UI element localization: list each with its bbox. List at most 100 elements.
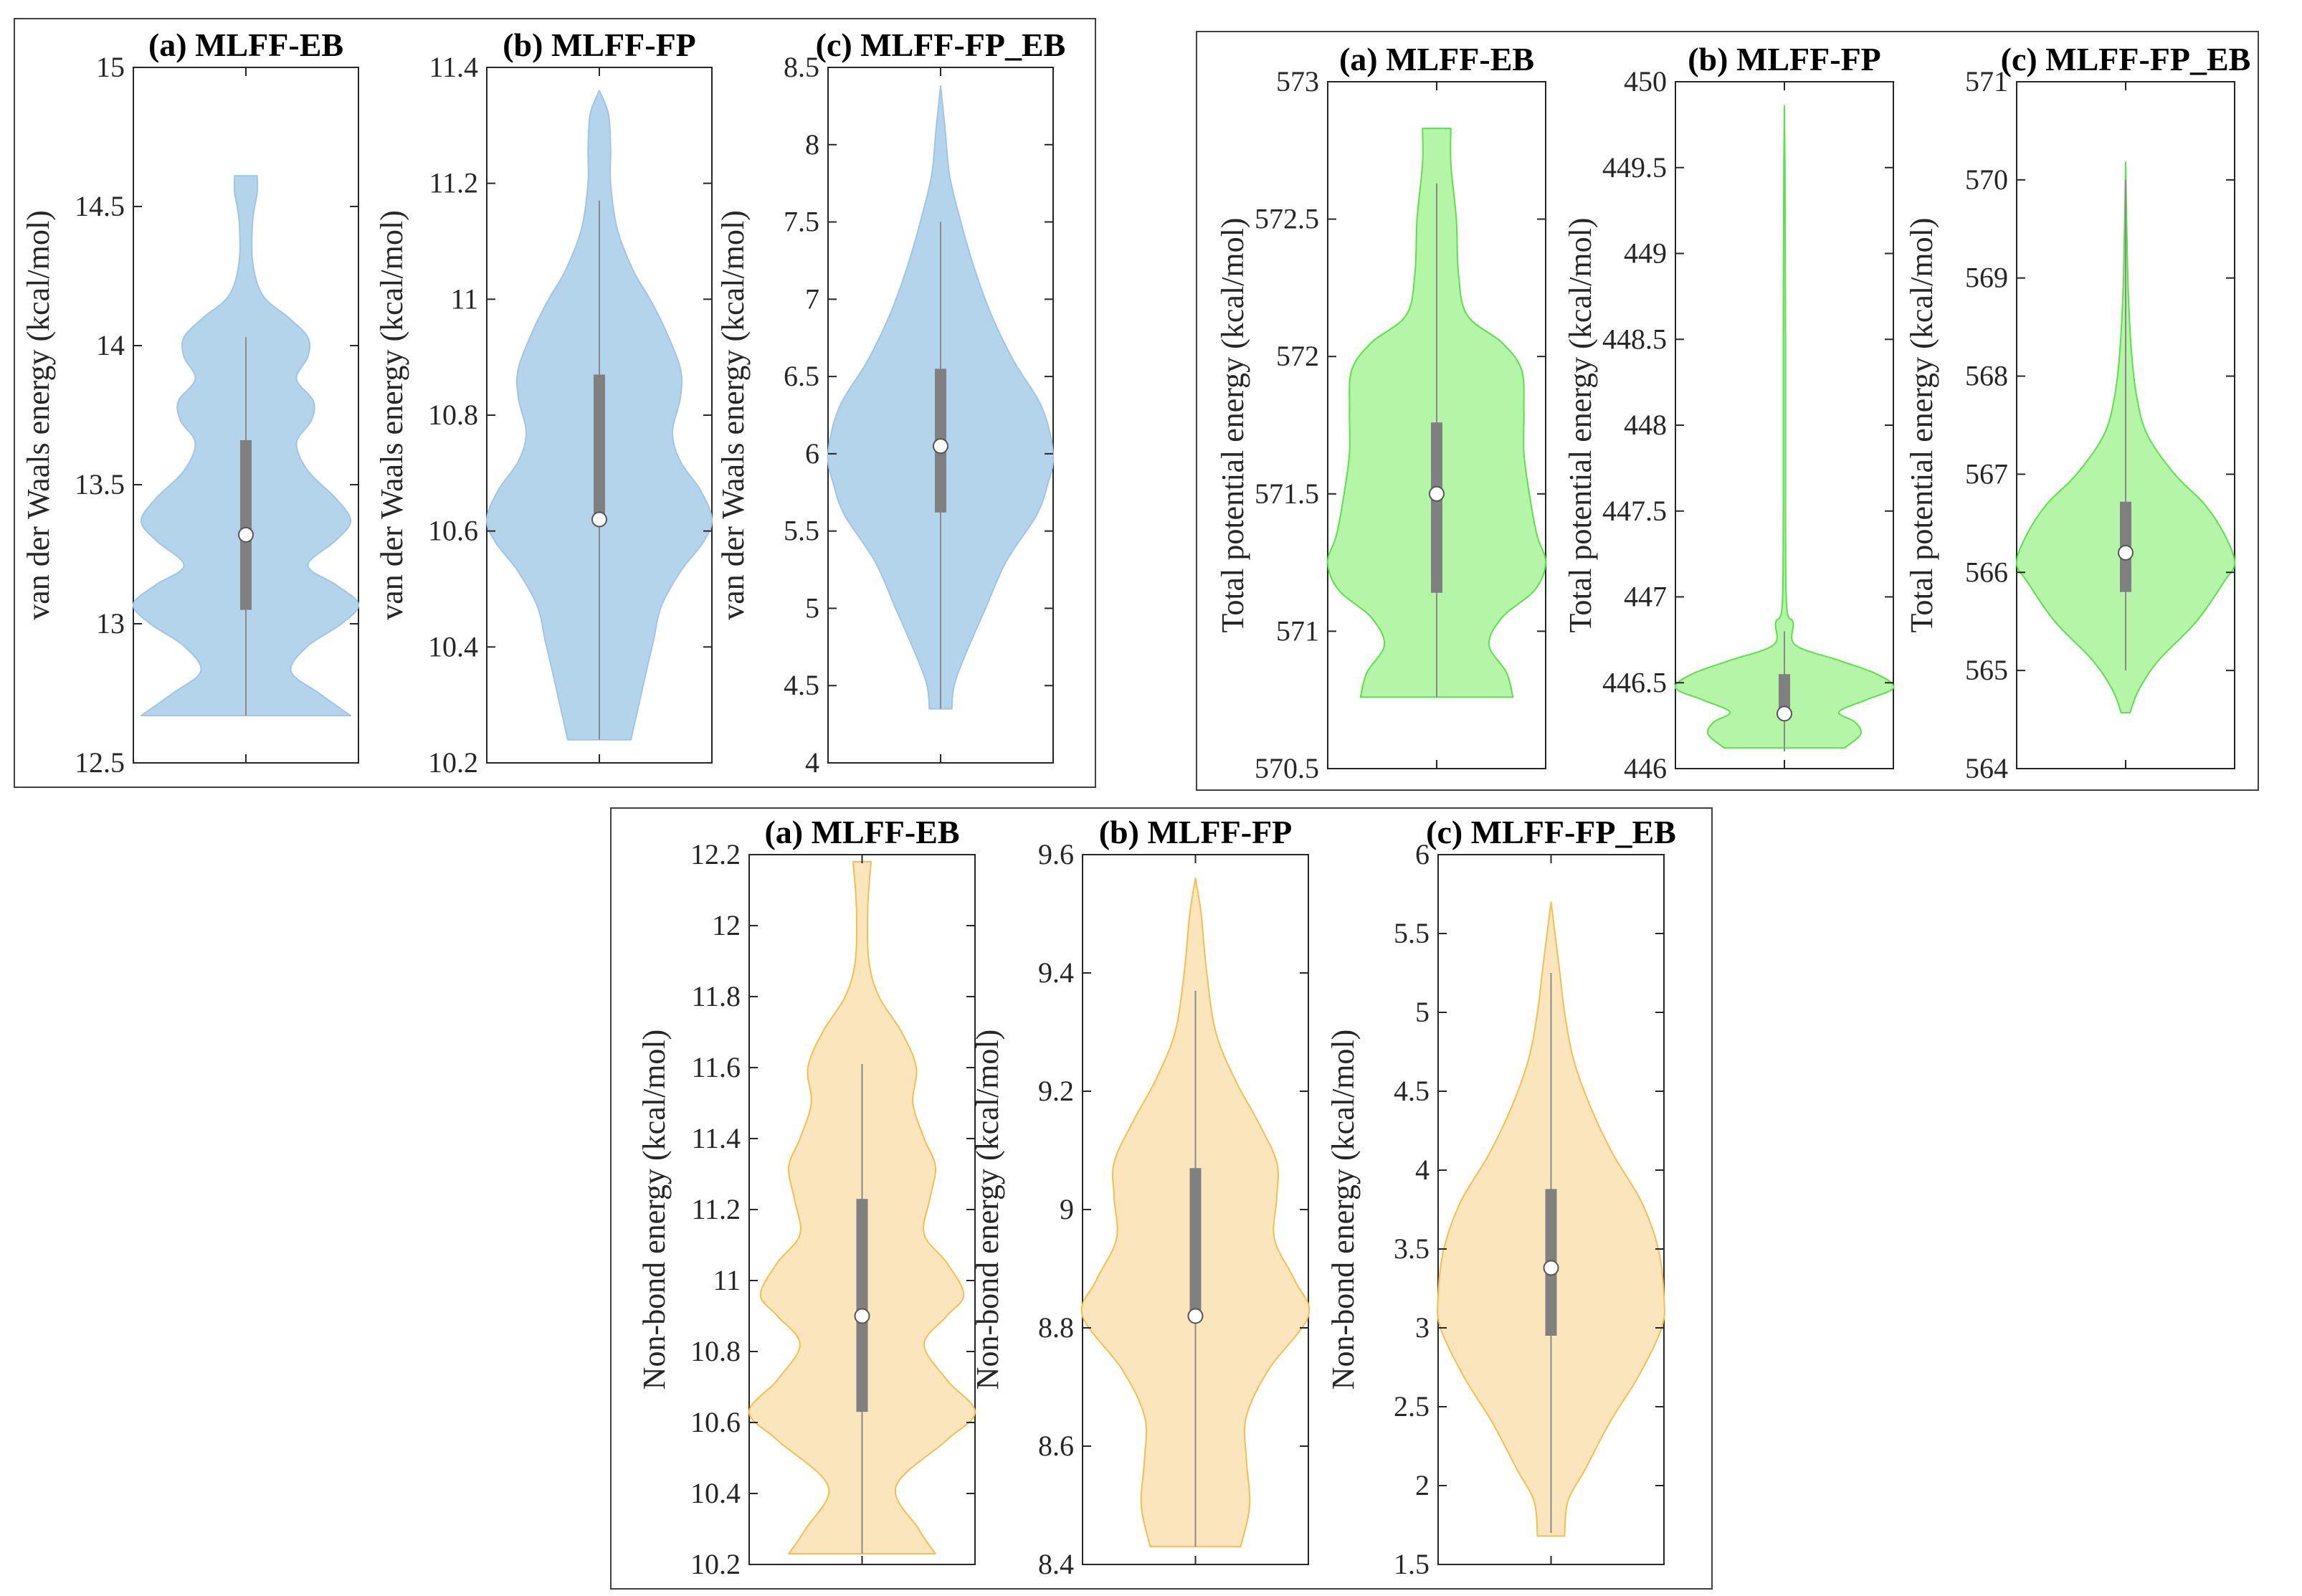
median-marker — [1187, 1308, 1204, 1324]
y-tick-label: 568 — [1965, 360, 2008, 392]
y-tick-label: 6 — [805, 437, 819, 470]
iqr-box — [1431, 422, 1442, 593]
y-axis-label: Total potential energy (kcal/mol) — [1215, 218, 1250, 633]
y-tick-label: 447 — [1624, 581, 1667, 613]
chart-group-total-potential: 570.5 571 571.5 572 572.5 573 (a) MLFF-EB Total… — [1196, 31, 2259, 791]
violin-panel: 570.5 571 571.5 572 572.5 573 (a) MLFF-EB Total… — [1215, 41, 1547, 784]
y-tick-label: 566 — [1965, 556, 2008, 588]
chart-group-non-bond: 10.2 10.4 10.6 10.8 11 11.2 11.4 11.6 11.8 12 12.2… — [610, 807, 1713, 1590]
median-marker — [1429, 485, 1445, 502]
y-tick-label: 570 — [1965, 163, 2008, 196]
violin-panel: 1.5 2 2.5 3 3.5 4 4.5 5 5.5 6(c) MLFF-FP_EB Non-bo… — [1326, 814, 1676, 1580]
y-tick-label: 564 — [1965, 752, 2008, 784]
y-tick-label: 11 — [713, 1264, 741, 1296]
y-tick-label: 8.5 — [784, 51, 819, 83]
panel-title: (c) MLFF-FP_EB — [1426, 814, 1676, 850]
y-tick-label: 5.5 — [784, 515, 819, 547]
y-tick-label: 10.6 — [428, 515, 478, 547]
median-marker — [1777, 706, 1792, 722]
y-tick-label: 12.2 — [690, 838, 741, 870]
y-tick-label: 572.5 — [1255, 203, 1319, 235]
violin-panel: 8.4 8.6 8.8 9 9.2 9.4 9.6 (b) MLFF-FP Non-bond e… — [970, 814, 1311, 1580]
y-tick-label: 6 — [1415, 838, 1430, 870]
y-tick-label: 11.4 — [429, 51, 478, 83]
y-tick-label: 15 — [96, 51, 125, 83]
y-tick-label: 11 — [450, 282, 478, 315]
median-marker — [238, 526, 254, 543]
y-tick-label: 571.5 — [1255, 478, 1319, 510]
y-tick-label: 9.4 — [1038, 956, 1074, 989]
y-tick-label: 2 — [1415, 1469, 1430, 1501]
y-tick-label: 7.5 — [784, 206, 819, 238]
y-tick-label: 8.8 — [1038, 1311, 1074, 1344]
y-tick-label: 10.4 — [690, 1477, 741, 1509]
violin-panel: 10.2 10.4 10.6 10.8 11 11.2 11.4 (b) MLFF-FP van… — [374, 27, 713, 779]
y-tick-label: 5 — [1415, 996, 1430, 1028]
y-tick-label: 9.2 — [1038, 1075, 1074, 1107]
y-tick-label: 572 — [1276, 340, 1319, 372]
y-tick-label: 448.5 — [1602, 323, 1667, 355]
y-tick-label: 447.5 — [1602, 495, 1667, 527]
y-tick-label: 5.5 — [1394, 917, 1430, 949]
y-axis-label: Total potential energy (kcal/mol) — [1904, 218, 1939, 633]
y-tick-label: 10.2 — [428, 746, 478, 779]
y-tick-label: 12 — [712, 909, 741, 941]
panel-title: (b) MLFF-FP — [503, 27, 696, 63]
y-tick-label: 10.6 — [690, 1406, 741, 1438]
y-tick-label: 10.4 — [428, 630, 478, 662]
violin-panel: 446 446.5 447 447.5 448 448.5 449 449.5 450 (b) M… — [1563, 41, 1895, 784]
panel-title: (a) MLFF-EB — [1339, 41, 1534, 77]
panel-title: (c) MLFF-FP_EB — [2001, 41, 2251, 77]
y-tick-label: 1.5 — [1394, 1548, 1430, 1580]
y-axis-label: Total potential energy (kcal/mol) — [1563, 218, 1598, 633]
iqr-box — [594, 374, 605, 520]
y-tick-label: 4.5 — [1394, 1075, 1430, 1107]
y-tick-label: 5 — [805, 592, 819, 624]
figure-frame — [14, 18, 1096, 788]
panel-title: (b) MLFF-FP — [1099, 814, 1293, 850]
y-tick-label: 570.5 — [1255, 752, 1319, 784]
median-marker — [933, 438, 948, 455]
y-tick-label: 573 — [1276, 65, 1319, 98]
y-tick-label: 4 — [805, 746, 819, 779]
median-marker — [854, 1308, 870, 1324]
panel-title: (a) MLFF-EB — [148, 27, 343, 63]
figure-frame — [610, 807, 1713, 1590]
y-tick-label: 571 — [1276, 614, 1319, 647]
y-tick-label: 11.4 — [691, 1122, 741, 1154]
y-tick-label: 12.5 — [75, 746, 125, 779]
y-axis-label: Non-bond energy (kcal/mol) — [1326, 1030, 1361, 1390]
y-tick-label: 446 — [1624, 752, 1667, 784]
iqr-box — [240, 440, 252, 610]
median-marker — [591, 511, 607, 528]
y-tick-label: 446.5 — [1602, 666, 1667, 698]
y-axis-label: Non-bond energy (kcal/mol) — [637, 1030, 672, 1390]
panel-title: (b) MLFF-FP — [1688, 41, 1881, 77]
y-tick-label: 565 — [1965, 654, 2008, 686]
y-tick-label: 11.6 — [691, 1051, 741, 1083]
median-marker — [1543, 1260, 1559, 1276]
y-tick-label: 571 — [1965, 65, 2008, 98]
y-tick-label: 6.5 — [784, 360, 819, 392]
median-marker — [2118, 544, 2134, 561]
y-tick-label: 567 — [1965, 457, 2008, 490]
y-tick-label: 14 — [96, 329, 125, 361]
y-tick-label: 13.5 — [75, 468, 125, 500]
iqr-box — [856, 1199, 868, 1412]
y-tick-label: 9.6 — [1038, 838, 1074, 870]
violin-panel: 564 565 566 567 568 569 570 571(c) MLFF-FP_EB To… — [1904, 41, 2250, 784]
y-tick-label: 569 — [1965, 262, 2008, 294]
violin-panel: 12.5 13 13.5 14 14.5 15 (a) MLFF-EB van der Waa… — [21, 27, 360, 779]
y-tick-label: 9 — [1060, 1193, 1074, 1225]
y-axis-label: van der Waals energy (kcal/mol) — [715, 210, 751, 620]
panel-title: (c) MLFF-FP_EB — [816, 27, 1066, 63]
y-tick-label: 13 — [96, 607, 125, 640]
y-tick-label: 7 — [805, 282, 819, 315]
y-axis-label: van der Waals energy (kcal/mol) — [21, 210, 56, 620]
y-tick-label: 11.8 — [691, 980, 741, 1012]
y-tick-label: 3.5 — [1394, 1232, 1430, 1265]
figure-frame — [1196, 31, 2259, 791]
y-tick-label: 10.8 — [690, 1335, 741, 1367]
